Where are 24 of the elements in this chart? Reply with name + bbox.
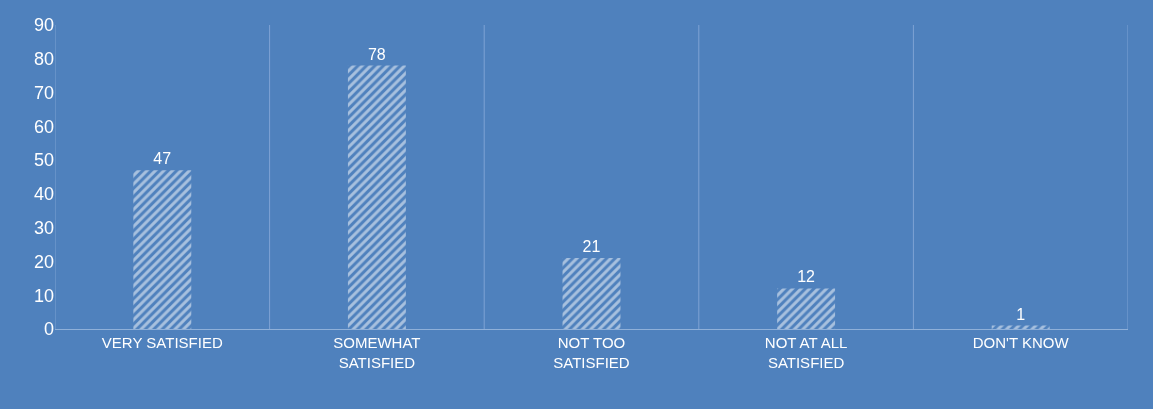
data-label: 21 — [582, 238, 601, 256]
x-tick-label: VERY SATISFIED — [101, 334, 223, 351]
x-tick-label: DON'T KNOW — [972, 334, 1070, 351]
y-tick-label: 60 — [33, 116, 54, 137]
x-tick-label: SOMEWHAT SATISFIED — [333, 334, 421, 371]
data-label: 1 — [1016, 305, 1026, 323]
data-label: 12 — [797, 268, 816, 286]
y-tick-label: 70 — [33, 82, 54, 103]
y-tick-label: 0 — [43, 319, 54, 340]
data-label: 47 — [153, 150, 172, 168]
y-tick-label: 90 — [33, 15, 54, 36]
y-tick-label: 50 — [33, 150, 54, 171]
bar — [562, 258, 621, 329]
y-tick-label: 20 — [33, 251, 54, 272]
x-tick-label: NOT TOO SATISFIED — [553, 334, 630, 371]
bar — [347, 65, 406, 329]
y-tick-label: 40 — [33, 184, 54, 205]
x-tick-label: NOT AT ALL SATISFIED — [764, 334, 848, 371]
bar — [133, 170, 192, 329]
y-tick-label: 10 — [33, 285, 54, 306]
y-tick-label: 30 — [33, 217, 54, 238]
data-label: 78 — [367, 45, 386, 63]
y-tick-label: 80 — [33, 49, 54, 70]
bar — [777, 288, 836, 329]
